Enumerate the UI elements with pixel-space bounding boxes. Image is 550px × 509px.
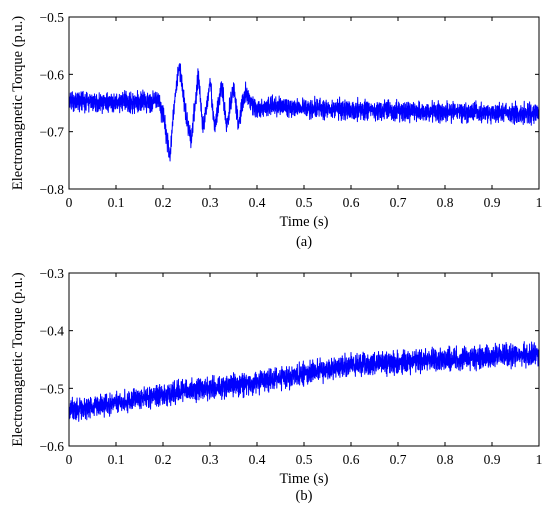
y-axis-title: Electromagnetic Torque (p.u.) xyxy=(10,272,26,446)
x-tick-label: 0.2 xyxy=(155,452,172,467)
x-tick-label: 0.6 xyxy=(343,452,360,467)
series-line xyxy=(68,63,540,162)
y-axis-title: Electromagnetic Torque (p.u.) xyxy=(10,16,26,190)
x-tick-label: 0.4 xyxy=(249,195,266,210)
x-tick-label: 0 xyxy=(66,195,73,210)
x-tick-label: 0.1 xyxy=(108,195,125,210)
x-tick-label: 0.5 xyxy=(296,195,313,210)
panel-caption: (a) xyxy=(296,234,312,250)
y-tick-label: −0.5 xyxy=(40,10,65,25)
x-tick-label: 0.5 xyxy=(296,452,313,467)
y-tick-label: −0.6 xyxy=(40,67,65,82)
x-tick-label: 0.9 xyxy=(484,195,501,210)
x-tick-label: 0.9 xyxy=(484,452,501,467)
x-tick-label: 1 xyxy=(536,452,543,467)
x-tick-label: 0.3 xyxy=(202,452,219,467)
x-tick-label: 0.2 xyxy=(155,195,172,210)
x-tick-label: 0.8 xyxy=(437,452,454,467)
x-tick-label: 1 xyxy=(536,195,543,210)
chart-panel-b: 0 0.1 0.2 0.3 0.4 0.5 0.6 0.7 0.8 0.9 1 −0.6 −0.5 −0.… xyxy=(10,266,542,504)
x-tick-label: 0.1 xyxy=(108,452,125,467)
x-axis-title: Time (s) xyxy=(279,471,328,487)
y-tick-label: −0.5 xyxy=(40,381,65,396)
panel-caption: (b) xyxy=(296,488,313,504)
series-line xyxy=(68,341,540,422)
y-tick-label: −0.6 xyxy=(40,439,65,454)
y-tick-label: −0.8 xyxy=(40,182,65,197)
x-tick-label: 0.7 xyxy=(390,452,407,467)
y-tick-label: −0.3 xyxy=(40,266,65,281)
x-tick-label: 0.8 xyxy=(437,195,454,210)
x-tick-label: 0.3 xyxy=(202,195,219,210)
y-tick-label: −0.7 xyxy=(40,125,65,140)
chart-panel-a: 0 0.1 0.2 0.3 0.4 0.5 0.6 0.7 0.8 0.9 1 −0.8 −0.7 −0.… xyxy=(10,10,542,250)
y-tick-label: −0.4 xyxy=(40,324,65,339)
x-tick-label: 0 xyxy=(66,452,73,467)
x-axis-title: Time (s) xyxy=(279,214,328,230)
x-tick-label: 0.4 xyxy=(249,452,266,467)
x-tick-label: 0.7 xyxy=(390,195,407,210)
x-tick-label: 0.6 xyxy=(343,195,360,210)
